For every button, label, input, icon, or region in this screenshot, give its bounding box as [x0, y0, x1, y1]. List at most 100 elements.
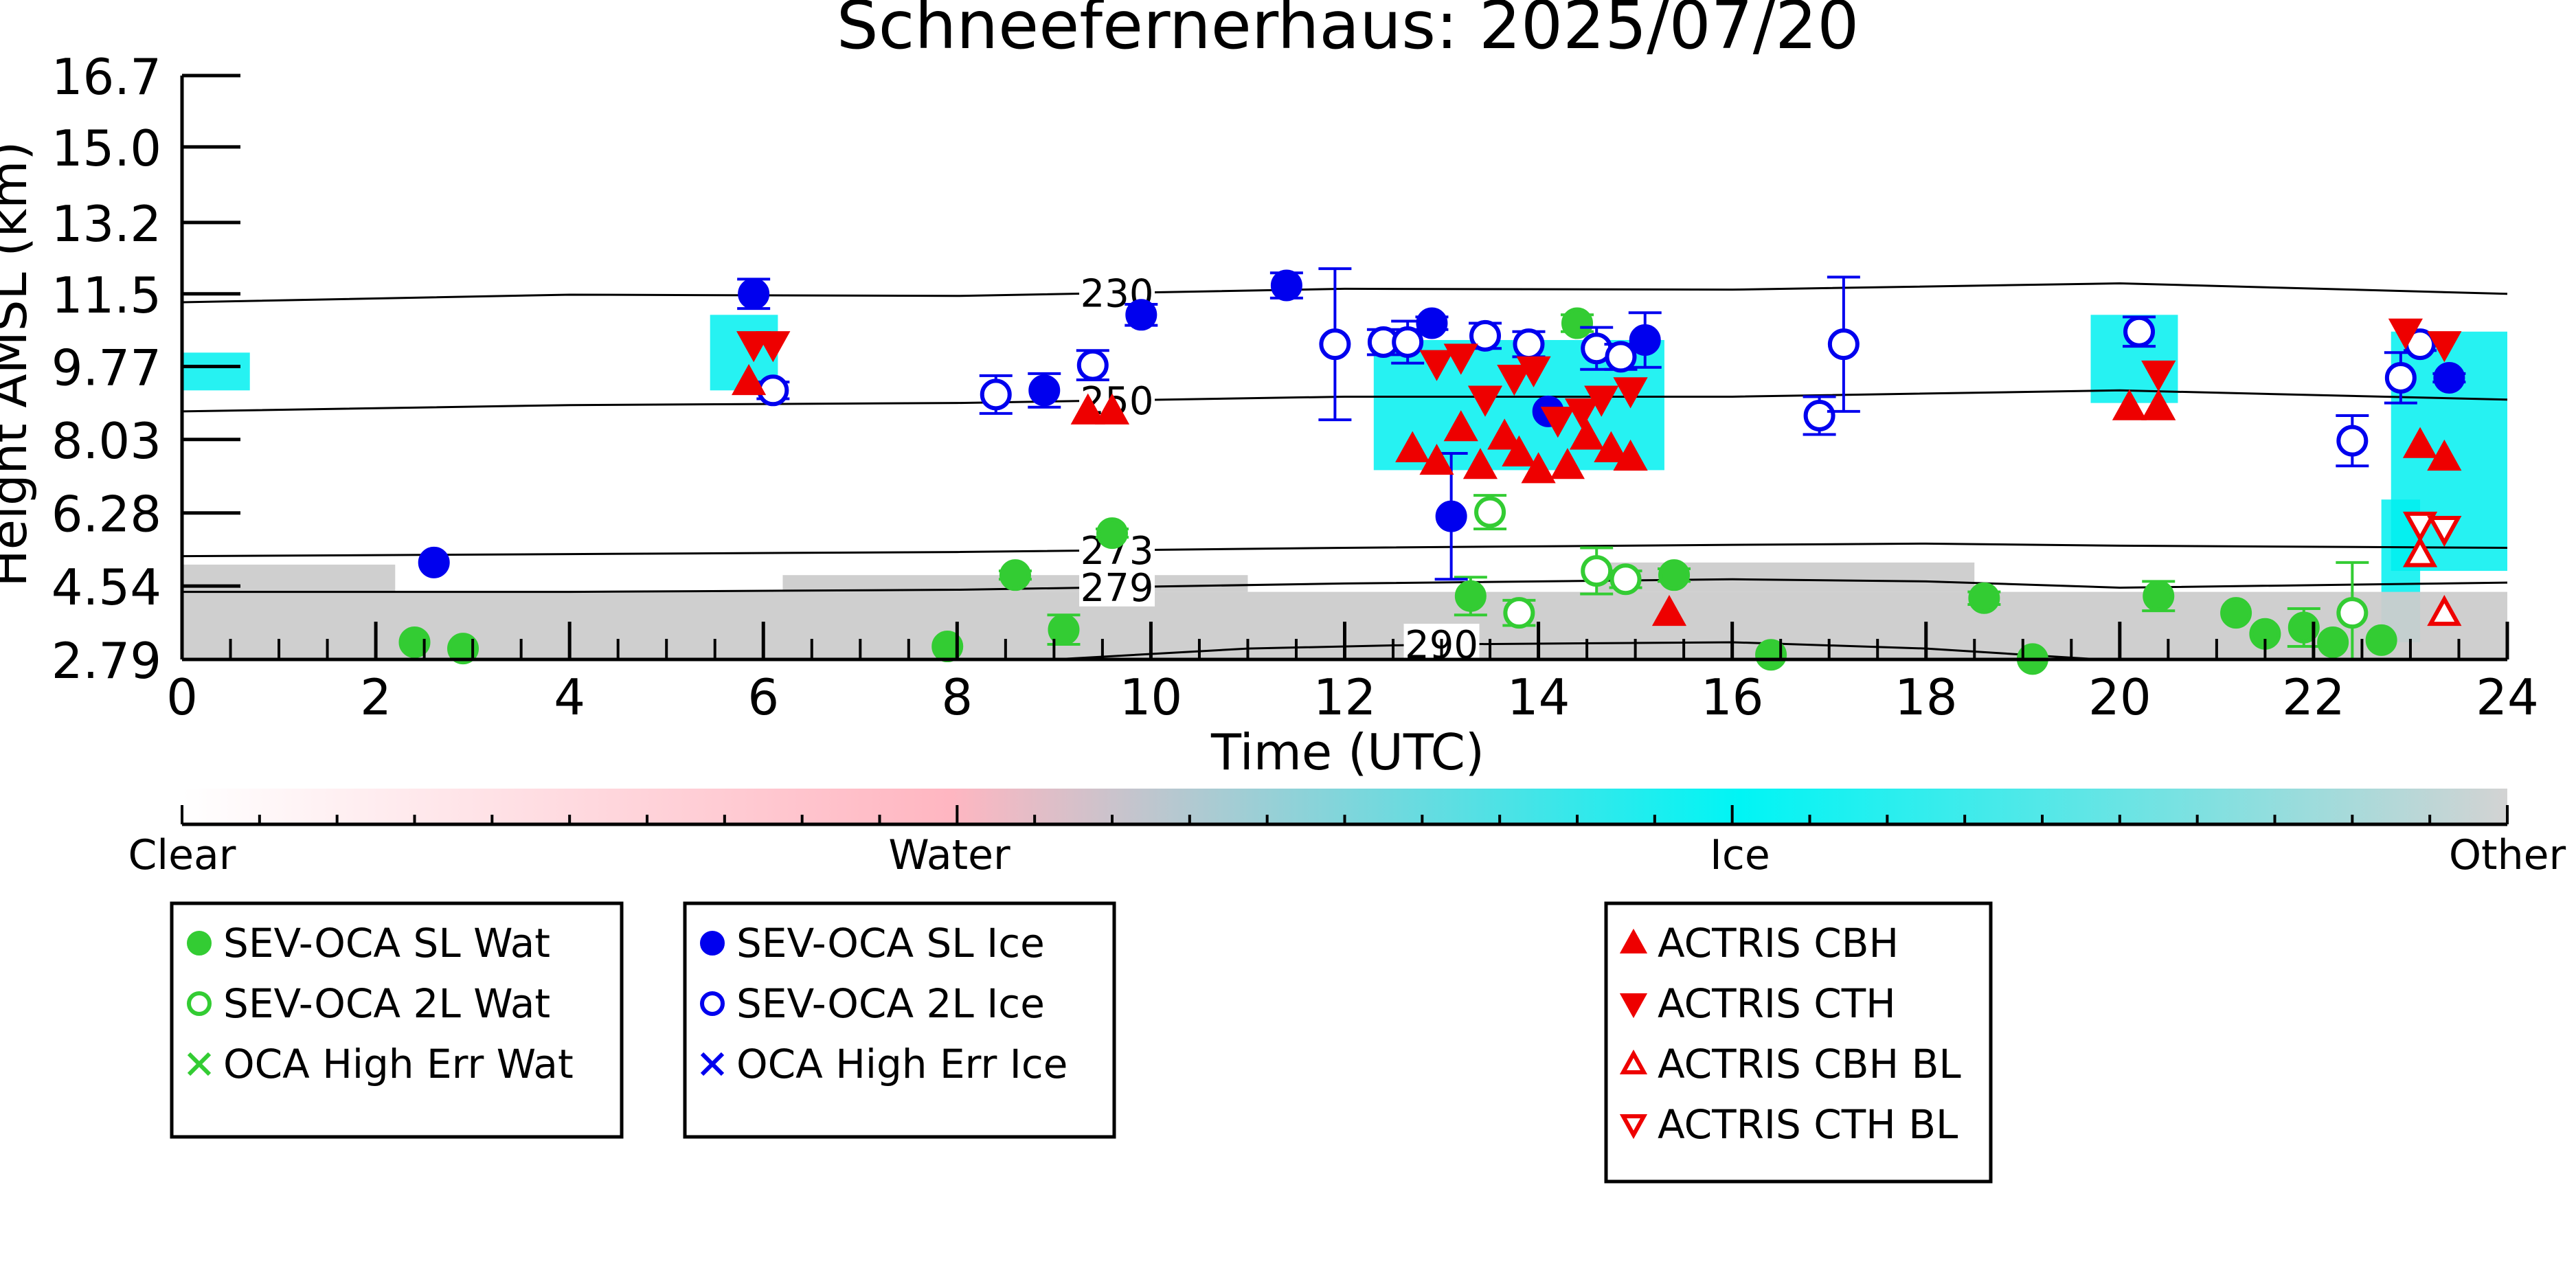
legend-entry: ACTRIS CTH	[1658, 980, 1896, 1027]
data-point	[1454, 580, 1487, 612]
data-point	[1540, 407, 1575, 438]
data-point	[1048, 613, 1080, 646]
series-actris-cth	[736, 318, 2462, 438]
colorbar-label: Other	[2449, 831, 2566, 879]
data-point	[2220, 597, 2252, 629]
data-point	[756, 331, 791, 363]
y-tick-label: 2.79	[52, 632, 161, 690]
data-point	[1503, 597, 1535, 629]
data-point	[980, 379, 1012, 411]
data-point	[1594, 431, 1629, 462]
legend-frame	[1604, 901, 1993, 1184]
colorbar-label: Water	[888, 831, 1010, 879]
data-point	[1629, 324, 1661, 356]
data-point	[1416, 307, 1448, 339]
data-point	[2123, 315, 2156, 348]
data-point	[2402, 511, 2438, 543]
y-tick-label: 13.2	[52, 195, 161, 253]
data-point	[2143, 580, 2175, 612]
data-point	[1270, 269, 1302, 302]
data-point	[418, 546, 450, 578]
data-point	[1497, 364, 1532, 396]
series-sev-oca-sl-wat	[398, 307, 2397, 675]
data-point	[1487, 418, 1522, 450]
data-point	[1755, 639, 1787, 671]
y-tick-label: 4.54	[52, 558, 161, 616]
data-point	[1570, 418, 1605, 450]
data-point	[1613, 439, 1648, 471]
x-tick-label: 2	[360, 668, 392, 726]
legend-box: SEV-OCA SL Wat SEV-OCA 2L Wat OCA High Err…	[170, 901, 624, 1139]
data-point	[2287, 611, 2320, 644]
data-point	[1028, 374, 1061, 407]
x-tick-label: 24	[2476, 668, 2539, 726]
x-tick-label: 20	[2088, 668, 2151, 726]
cloud-region-ice	[182, 352, 250, 391]
data-point	[1395, 431, 1430, 462]
data-point	[2402, 536, 2438, 567]
legend-entry: ACTRIS CBH BL	[1658, 1041, 1961, 1087]
data-point	[1443, 410, 1478, 442]
series-sev-oca-2l-ice	[756, 267, 2437, 468]
x-tick-label: 8	[941, 668, 973, 726]
x-axis-label: Time (UTC)	[1210, 723, 1484, 781]
legend-frame	[683, 901, 1116, 1139]
series-actris-cth-bl	[2402, 511, 2462, 547]
x-tick-label: 4	[554, 668, 585, 726]
data-point	[1521, 452, 1556, 484]
legend-entry: SEV-OCA SL Wat	[223, 920, 550, 967]
x-tick-label: 10	[1120, 668, 1183, 726]
data-point	[1651, 594, 1687, 626]
data-point	[1070, 393, 1105, 425]
isotherm-line	[182, 578, 2508, 594]
legend-entry: ACTRIS CTH BL	[1658, 1101, 1958, 1148]
data-point	[2402, 427, 2438, 458]
data-point	[1658, 559, 1691, 591]
x-tick-label: 6	[747, 668, 779, 726]
data-point	[1469, 319, 1502, 352]
legend-marker	[1619, 1114, 1648, 1140]
colorbar-label: Ice	[1710, 831, 1770, 879]
series-actris-cbh	[731, 363, 2462, 626]
data-point	[1096, 517, 1128, 550]
x-tick-label: 12	[1313, 668, 1377, 726]
series-sev-oca-sl-ice	[418, 269, 2466, 581]
data-point	[2141, 389, 2176, 420]
x-stroke	[187, 1052, 212, 1076]
data-point	[1968, 582, 2000, 614]
legend-marker	[700, 991, 725, 1016]
legend-frame	[170, 901, 624, 1139]
y-tick-label: 6.28	[52, 486, 161, 543]
legend-marker	[187, 931, 212, 956]
data-point	[2112, 389, 2147, 420]
data-point	[1392, 326, 1424, 359]
data-point	[1613, 377, 1648, 409]
y-tick-label: 11.5	[52, 267, 161, 324]
data-point	[1435, 500, 1467, 532]
legend-entry: OCA High Err Ice	[736, 1041, 1067, 1087]
data-point	[1561, 307, 1593, 339]
legend-marker	[700, 931, 725, 956]
data-point	[1076, 349, 1109, 381]
series-sev-oca-2l-wat	[1473, 494, 2369, 661]
chart-title: Schneefernerhaus: 2025/07/20	[837, 0, 1860, 64]
data-point	[1125, 299, 1157, 331]
data-point	[398, 626, 431, 658]
legend: SEV-OCA SL Wat SEV-OCA 2L Wat OCA High Err…	[170, 901, 1993, 1184]
data-point	[1502, 435, 1537, 466]
data-point	[1474, 496, 1506, 528]
x-tick-label: 0	[166, 668, 198, 726]
cloud-region-other	[1596, 562, 1975, 592]
legend-entry: ACTRIS CBH	[1658, 920, 1899, 967]
data-point	[2317, 626, 2349, 658]
x-tick-label: 22	[2282, 668, 2345, 726]
data-point	[738, 278, 770, 310]
data-point	[1584, 385, 1619, 417]
isotherm-label-bg	[1079, 566, 1155, 607]
data-point	[1564, 398, 1600, 430]
isotherm-line	[181, 542, 2508, 558]
data-point	[2427, 331, 2462, 363]
legend-entry: SEV-OCA SL Ice	[736, 920, 1045, 967]
data-point	[2336, 597, 2369, 629]
